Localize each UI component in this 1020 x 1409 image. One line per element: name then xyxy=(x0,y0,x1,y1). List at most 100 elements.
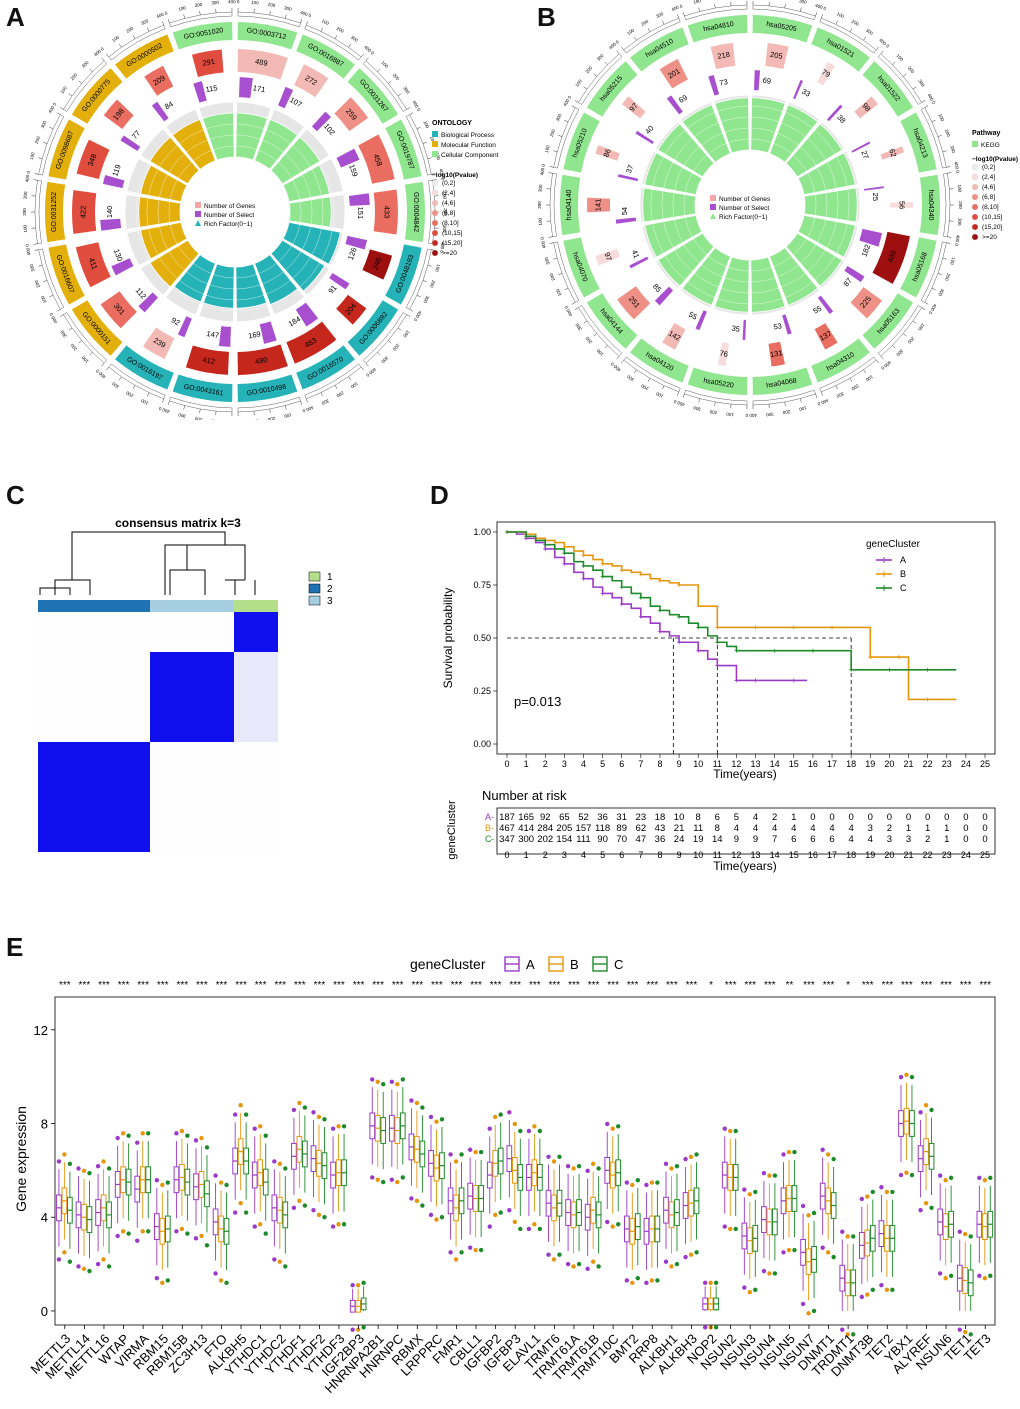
b-scale-label: 0 xyxy=(679,3,683,9)
b-grid-arc xyxy=(777,132,799,146)
a-scale-tick xyxy=(361,53,364,58)
box-outlier xyxy=(179,1226,185,1232)
a-grid-arc xyxy=(168,201,171,223)
b-scale-label: 0 xyxy=(563,305,569,310)
a-select-value: 140 xyxy=(105,206,114,219)
b-genes-bar xyxy=(662,322,686,350)
significance-label: *** xyxy=(490,980,502,991)
censor-mark-B xyxy=(753,625,758,630)
box-outlier xyxy=(948,1175,954,1181)
a-scale-label: 0 xyxy=(439,250,444,254)
a-scale-arc xyxy=(34,179,42,245)
censor-mark-C xyxy=(638,595,643,600)
pvalue-annotation: p=0.013 xyxy=(514,694,561,709)
a-grid-arc xyxy=(169,224,178,245)
significance-label: *** xyxy=(79,980,91,991)
box-outlier xyxy=(350,1327,355,1332)
risk-cell: 0 xyxy=(982,834,987,845)
box-outlier xyxy=(409,1098,414,1103)
b-genes-value: 131 xyxy=(769,348,783,359)
a-grid-arc xyxy=(186,139,208,153)
b-scale-tick xyxy=(921,100,926,103)
box-outlier xyxy=(865,1194,870,1199)
a-scale-label: 100 xyxy=(59,85,68,94)
risk-cell: 70 xyxy=(616,834,627,845)
b-scale-tick xyxy=(583,86,588,90)
a-inner-legend-triangle xyxy=(195,220,201,226)
b-scale-tick xyxy=(616,356,620,360)
b-scale-label: 400 xyxy=(671,5,680,13)
a-scale-tick xyxy=(59,314,64,317)
a-grid-arc xyxy=(149,262,171,288)
risk-x-tick-label: 20 xyxy=(884,850,894,860)
significance-label: *** xyxy=(314,980,326,991)
x-tick-label: 8 xyxy=(657,759,662,769)
b-scale-tick xyxy=(621,46,624,51)
b-scale-label: 0 xyxy=(931,100,937,105)
box-outlier xyxy=(728,1226,733,1232)
legend-label-B: B xyxy=(900,569,906,579)
b-scale-label: 200 xyxy=(782,0,791,1)
a-scale-label: 0 xyxy=(370,50,376,56)
censor-mark-C xyxy=(543,542,548,547)
legend-swatch-kegg xyxy=(972,141,978,147)
b-scale-label: 300 xyxy=(574,322,583,331)
b-select-bar xyxy=(817,295,834,314)
box-outlier xyxy=(879,1282,884,1288)
risk-row-sep: - xyxy=(491,812,494,822)
a-term-band xyxy=(296,345,355,390)
b-scale-label: 0 xyxy=(673,399,678,405)
a-term-band xyxy=(385,244,422,305)
b-scale-label: 0 xyxy=(540,236,545,240)
a-grid-arc xyxy=(258,262,277,274)
b-scale-tick xyxy=(800,7,802,12)
risk-cell: 4 xyxy=(849,834,854,845)
box-outlier xyxy=(218,1278,224,1283)
b-grid-arc xyxy=(652,156,664,187)
a-scale-label: 300 xyxy=(350,35,359,44)
b-scale-tick xyxy=(921,307,926,310)
significance-label: *** xyxy=(137,980,149,991)
b-select-value: 55 xyxy=(811,304,823,316)
b-term-band xyxy=(630,27,689,72)
box-outlier xyxy=(95,1261,101,1267)
b-grid-arc xyxy=(751,105,783,112)
box-outlier xyxy=(772,1173,778,1178)
b-pval-swatch xyxy=(971,213,979,221)
a-grid-arc xyxy=(236,112,268,119)
b-scale-tick xyxy=(604,61,608,65)
box-outlier xyxy=(146,1131,151,1136)
box-outlier xyxy=(537,1226,543,1232)
b-genes-bar xyxy=(768,341,785,367)
risk-cell: 24 xyxy=(674,834,685,845)
b-scale-label: 400 xyxy=(926,93,934,102)
box-outlier xyxy=(851,1234,856,1239)
a-scale-label: 300 xyxy=(284,5,293,12)
b-term-band xyxy=(862,61,914,117)
risk-cell: 187 xyxy=(499,812,515,823)
box-outlier xyxy=(498,1112,503,1117)
b-scale-tick xyxy=(903,73,907,77)
significance-label: *** xyxy=(196,980,208,991)
box-outlier xyxy=(126,1231,131,1236)
risk-cell: 0 xyxy=(829,812,834,823)
a-grid-arc xyxy=(157,199,160,225)
box-outlier xyxy=(831,1156,836,1162)
b-scale-label: 400 xyxy=(608,41,617,50)
dendrogram-branch xyxy=(39,587,71,595)
b-scale-label: 100 xyxy=(693,0,702,5)
a-scale-tick xyxy=(183,405,185,410)
b-grid-arc xyxy=(751,298,783,305)
b-scale-tick xyxy=(604,345,608,349)
censor-mark-A xyxy=(791,678,796,683)
box-outlier xyxy=(879,1185,884,1190)
b-grid-arc xyxy=(717,298,749,305)
box-outlier xyxy=(76,1166,81,1171)
b-term-band xyxy=(919,174,940,236)
risk-cell: 0 xyxy=(906,812,911,823)
box-outlier xyxy=(67,1161,73,1167)
risk-cell: 3 xyxy=(868,823,873,834)
box-outlier xyxy=(316,1212,322,1218)
box-outlier xyxy=(610,1224,615,1229)
box-outlier xyxy=(923,1200,929,1206)
